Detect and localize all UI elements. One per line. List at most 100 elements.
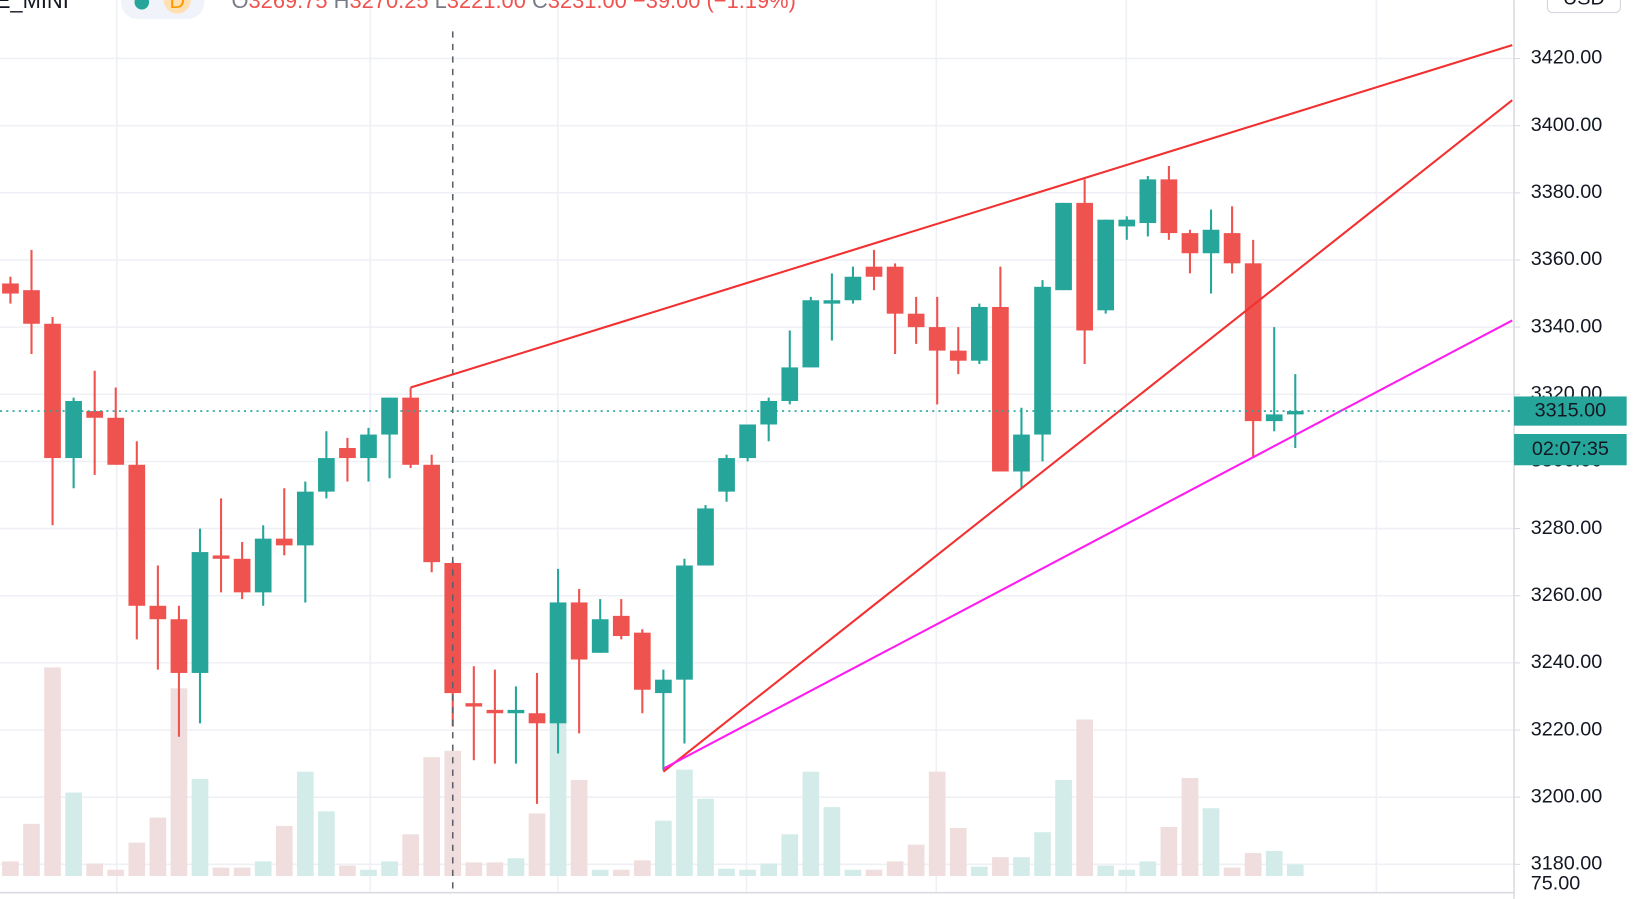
currency: USD [1563,0,1605,9]
candle-body [949,350,967,361]
volume-bar [1181,777,1199,876]
volume-bar [381,861,398,876]
candle-body [1244,263,1262,422]
candle-body [844,276,862,301]
candle-body [486,709,504,714]
candle-body [823,300,841,304]
y-tick-label: 3400.00 [1531,114,1603,136]
volume-bar [1202,808,1220,876]
ohlc-value: 3221.00 [447,0,526,13]
volume-bar [1034,832,1051,876]
candle-body [739,424,756,459]
volume-bar [486,862,504,876]
volume-bar [191,779,209,876]
candle-body [802,300,820,368]
candle-body [465,703,483,707]
candle-body [1286,411,1304,415]
candle-body [275,538,293,546]
candle-body [760,400,778,425]
candle-body [339,447,356,459]
candle-body [1118,219,1136,227]
candle-body [1097,219,1115,311]
volume-bar [739,869,756,876]
volume-bar [254,861,272,876]
candle-body [676,565,693,680]
candle-body [528,713,546,724]
candle-body [296,491,314,546]
candle-body [970,306,988,361]
volume-bar [907,844,925,876]
candle-body [1034,286,1051,435]
y-tick-label: 3220.00 [1531,718,1603,740]
candle-body [254,538,272,593]
candle-body [2,283,19,294]
volume-bar [1286,864,1304,876]
y-tick-label: 3380.00 [1531,181,1603,203]
last-price-label: 3315.00 [1535,399,1607,421]
y-tick-label: 3280.00 [1531,517,1603,539]
candle-layer [2,165,1304,804]
status-pill[interactable] [120,0,205,19]
candle-body [381,397,398,435]
candle-body [107,417,125,465]
candle-body [1139,179,1157,224]
volume-bar [339,865,356,876]
countdown-badge [1514,433,1627,466]
volume-bar [528,813,546,876]
price-axis: 3180.00 3200.00 3220.00 3240.00 3260.00 3280.… [1514,47,1627,875]
volume-bar [1097,865,1115,876]
volume-bar [802,771,820,876]
volume-bar [233,867,251,876]
volume-bar [2,861,19,876]
interval: D [169,0,185,13]
candle-body [992,306,1009,472]
volume-bar [402,834,419,876]
candle-body [444,562,462,694]
candle-body [233,558,251,593]
volume-bar [865,869,883,876]
candle-body [1265,414,1283,422]
volume-bar [970,866,988,876]
y-tick-label: 3340.00 [1531,315,1603,337]
volume-bar [86,863,104,876]
candle-body [86,411,104,418]
candle-body [402,397,419,465]
volume-bar [549,719,567,876]
volume-bar [1223,867,1241,876]
volume-layer [2,667,1304,876]
y-tick-label: 3240.00 [1531,651,1603,673]
symbol: E_MINI [0,0,69,13]
volume-bar [655,820,672,876]
candle-body [1076,202,1093,331]
candle-body [1181,233,1199,254]
interval-badge [163,0,191,14]
candle-body [865,266,883,277]
candle-body [1202,229,1220,254]
last-price-badge [1514,396,1627,426]
volume-bar [1076,719,1093,876]
candle-body [423,464,441,563]
volume-bar [275,825,293,876]
volume-bar [65,792,82,876]
candle-body [23,290,40,324]
volume-bar [44,667,61,876]
volume-bar [612,869,630,876]
countdown: 02:07:35 [1532,438,1609,460]
candle-body [1160,179,1178,234]
ohlc-key: O [231,0,248,13]
volume-bar [992,857,1009,876]
change: −39.00 (−1.19%) [633,0,796,13]
candle-body [633,632,651,690]
trend-line [662,319,1513,770]
candle-body [697,508,714,566]
volume-bar [886,861,904,876]
candle-body [65,400,82,459]
candle-body [591,619,609,653]
volume-bar [318,811,335,876]
candle-body [1055,202,1072,291]
candle-body [507,709,525,714]
volume-bar [823,807,841,876]
candle-body [1223,233,1241,264]
volume-bar [128,842,146,876]
currency-button[interactable] [1546,0,1621,14]
